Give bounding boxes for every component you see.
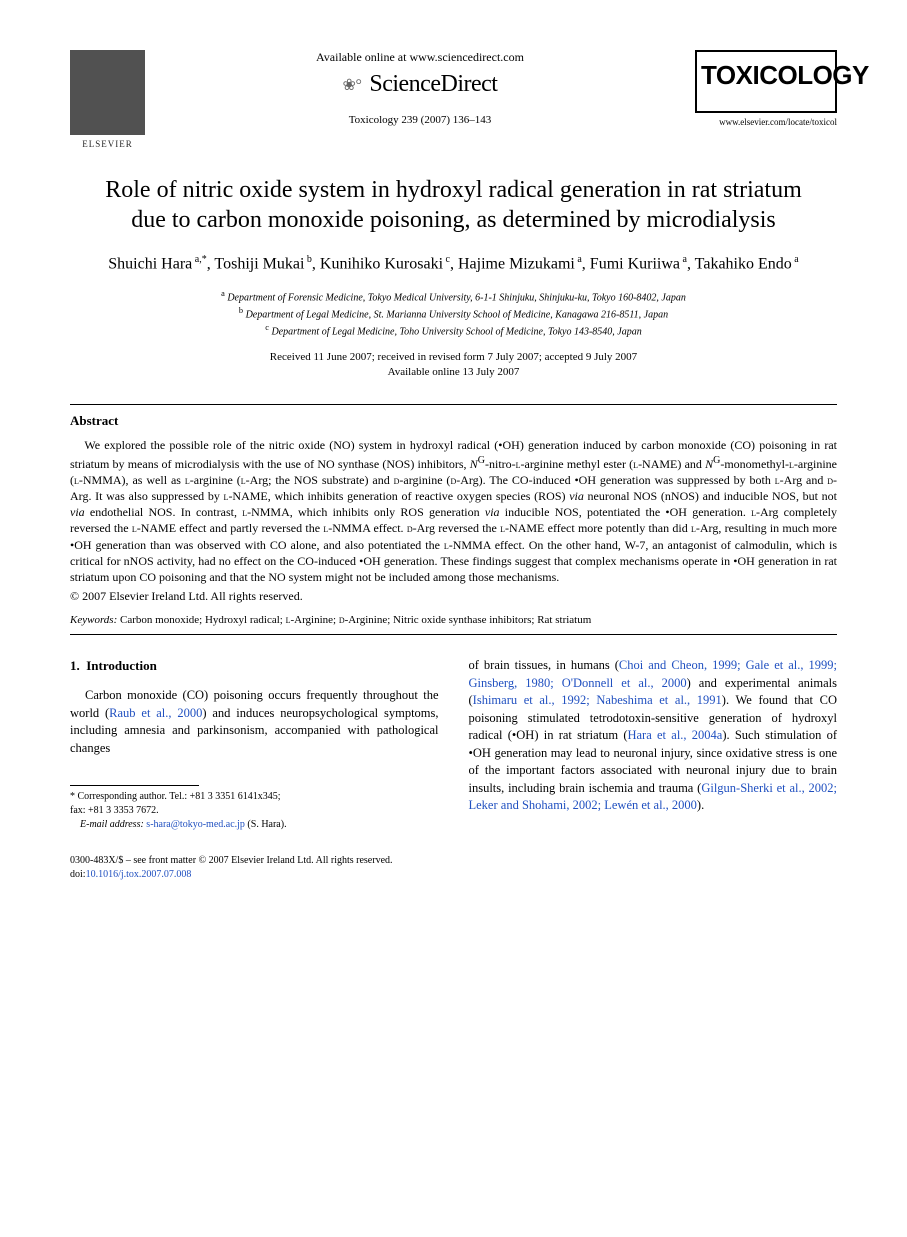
- section-heading: 1. Introduction: [70, 657, 439, 675]
- email-link[interactable]: s-hara@tokyo-med.ac.jp: [146, 819, 245, 830]
- article-dates: Received 11 June 2007; received in revis…: [70, 350, 837, 381]
- journal-logo: TOXICOLOGY: [695, 50, 837, 113]
- corresponding-author-footnote: * Corresponding author. Tel.: +81 3 3351…: [70, 790, 439, 832]
- doi-link[interactable]: 10.1016/j.tox.2007.07.008: [86, 869, 192, 880]
- right-column: of brain tissues, in humans (Choi and Ch…: [469, 657, 838, 832]
- authors-list: Shuichi Hara a,*, Toshiji Mukai b, Kunih…: [70, 253, 837, 276]
- footnote-divider: [70, 785, 199, 786]
- keywords-line: Keywords: Carbon monoxide; Hydroxyl radi…: [70, 614, 837, 626]
- affiliation-text: Department of Legal Medicine, Toho Unive…: [271, 327, 641, 338]
- dates-received: Received 11 June 2007; received in revis…: [70, 350, 837, 365]
- affiliations: a Department of Forensic Medicine, Tokyo…: [70, 288, 837, 340]
- page-footer: 0300-483X/$ – see front matter © 2007 El…: [70, 854, 837, 882]
- body-paragraph: of brain tissues, in humans (Choi and Ch…: [469, 657, 838, 815]
- journal-logo-block: TOXICOLOGY www.elsevier.com/locate/toxic…: [695, 50, 837, 127]
- doi-line: doi:10.1016/j.tox.2007.07.008: [70, 868, 837, 882]
- affiliation-c: c Department of Legal Medicine, Toho Uni…: [70, 322, 837, 339]
- divider: [70, 634, 837, 635]
- citation-line: Toxicology 239 (2007) 136–143: [165, 114, 675, 126]
- keywords-text: Carbon monoxide; Hydroxyl radical; l-Arg…: [117, 614, 591, 626]
- affiliation-b: b Department of Legal Medicine, St. Mari…: [70, 305, 837, 322]
- copyright-line: © 2007 Elsevier Ireland Ltd. All rights …: [70, 589, 837, 604]
- front-matter-line: 0300-483X/$ – see front matter © 2007 El…: [70, 854, 837, 868]
- email-label: E-mail address:: [80, 819, 144, 830]
- section-title: Introduction: [86, 658, 157, 673]
- body-paragraph: Carbon monoxide (CO) poisoning occurs fr…: [70, 687, 439, 757]
- dates-available: Available online 13 July 2007: [70, 365, 837, 380]
- email-suffix: (S. Hara).: [245, 819, 287, 830]
- page-header: Available online at www.sciencedirect.co…: [70, 50, 837, 135]
- sciencedirect-logo: ❀° ScienceDirect: [165, 71, 675, 98]
- affiliation-a: a Department of Forensic Medicine, Tokyo…: [70, 288, 837, 305]
- footnote-email-line: E-mail address: s-hara@tokyo-med.ac.jp (…: [70, 818, 439, 832]
- affiliation-text: Department of Forensic Medicine, Tokyo M…: [227, 292, 686, 303]
- sd-brand-text: ScienceDirect: [369, 71, 497, 97]
- article-title: Role of nitric oxide system in hydroxyl …: [100, 175, 807, 235]
- footnote-fax: fax: +81 3 3353 7672.: [70, 804, 439, 818]
- center-header: Available online at www.sciencedirect.co…: [145, 50, 695, 126]
- doi-label: doi:: [70, 869, 86, 880]
- section-number: 1.: [70, 658, 80, 673]
- footnote-tel: * Corresponding author. Tel.: +81 3 3351…: [70, 790, 439, 804]
- affiliation-text: Department of Legal Medicine, St. Marian…: [246, 309, 669, 320]
- body-columns: 1. Introduction Carbon monoxide (CO) poi…: [70, 657, 837, 832]
- abstract-heading: Abstract: [70, 413, 837, 429]
- elsevier-logo: [70, 50, 145, 135]
- journal-url[interactable]: www.elsevier.com/locate/toxicol: [695, 117, 837, 127]
- left-column: 1. Introduction Carbon monoxide (CO) poi…: [70, 657, 439, 832]
- keywords-label: Keywords:: [70, 614, 117, 626]
- available-online-text: Available online at www.sciencedirect.co…: [165, 50, 675, 65]
- abstract-text: We explored the possible role of the nit…: [70, 437, 837, 585]
- divider: [70, 404, 837, 405]
- sd-flower-icon: ❀°: [343, 77, 362, 94]
